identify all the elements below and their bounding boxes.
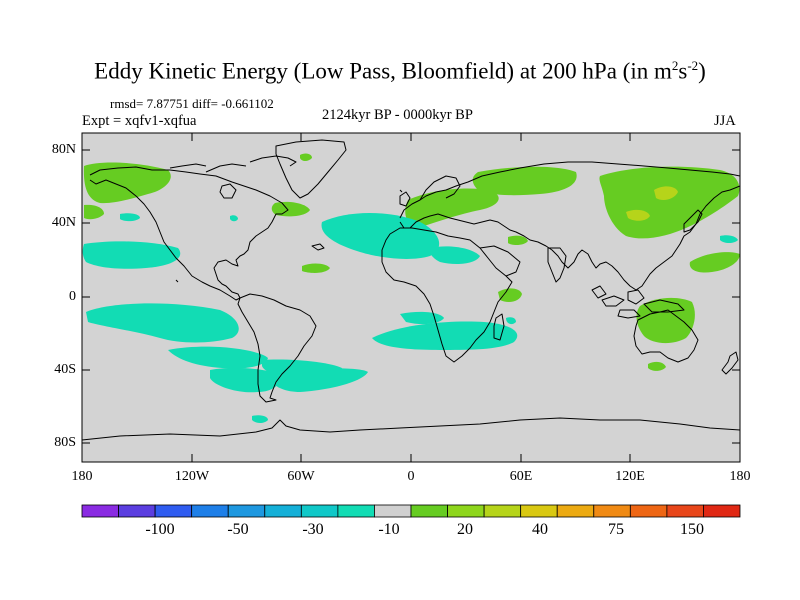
negative-anomaly-regions xyxy=(82,213,738,423)
colorbar-label: 20 xyxy=(457,521,473,538)
colorbar-swatch xyxy=(81,504,119,518)
colorbar-swatch xyxy=(410,504,448,518)
colorbar-swatch xyxy=(447,504,485,518)
lat-label-80s: 80S xyxy=(54,435,76,450)
colorbar-swatch xyxy=(483,504,522,518)
colorbar-label: 75 xyxy=(608,521,624,538)
lat-label-40s: 40S xyxy=(54,362,76,377)
colorbar-swatch xyxy=(666,504,704,518)
colorbar-swatch xyxy=(154,504,193,518)
plot-title: Eddy Kinetic Energy (Low Pass, Bloomfiel… xyxy=(94,58,706,84)
colorbar-swatch xyxy=(300,504,339,518)
colorbar-label: 150 xyxy=(680,521,704,538)
rmsd-label: rmsd= 7.87751 diff= -0.661102 xyxy=(110,96,274,111)
colorbar-swatch xyxy=(264,504,302,518)
colorbar-swatch xyxy=(118,504,156,518)
lat-label-40n: 40N xyxy=(51,215,76,230)
colorbar-swatch xyxy=(337,504,375,518)
colorbar-swatch xyxy=(227,504,266,518)
lat-label-80n: 80N xyxy=(51,142,76,157)
colorbar-swatch xyxy=(593,504,631,518)
positive-anomaly-regions xyxy=(83,153,740,371)
lon-label-60w: 60W xyxy=(287,469,315,484)
colorbar xyxy=(81,504,741,518)
lon-label-180w: 180 xyxy=(71,469,93,484)
latitude-ticks xyxy=(82,149,740,444)
colorbar-swatch xyxy=(556,504,595,518)
colorbar-label: -50 xyxy=(227,521,249,538)
colorbar-label: -100 xyxy=(145,521,175,538)
lon-label-120w: 120W xyxy=(174,469,210,484)
colorbar-label: -10 xyxy=(378,521,400,538)
colorbar-label: -30 xyxy=(302,521,324,538)
coastlines xyxy=(82,139,740,441)
colorbar-swatch xyxy=(629,504,668,518)
colorbar-swatch xyxy=(520,504,558,518)
colorbar-label: 40 xyxy=(532,521,548,538)
lon-label-180e: 180 xyxy=(729,469,751,484)
colorbar-swatch xyxy=(703,504,741,518)
longitude-ticks xyxy=(81,133,741,462)
colorbar-swatch xyxy=(191,504,229,518)
lat-label-0: 0 xyxy=(69,289,76,304)
lon-label-0: 0 xyxy=(407,469,415,484)
lon-label-60e: 60E xyxy=(509,469,533,484)
season-label: JJA xyxy=(714,113,736,129)
lon-label-120e: 120E xyxy=(615,469,645,484)
colorbar-swatch xyxy=(374,504,412,518)
experiment-label: Expt = xqfv1-xqfua xyxy=(82,113,197,129)
period-label: 2124kyr BP - 0000kyr BP xyxy=(322,107,473,123)
stronger-positive-regions xyxy=(626,186,678,221)
